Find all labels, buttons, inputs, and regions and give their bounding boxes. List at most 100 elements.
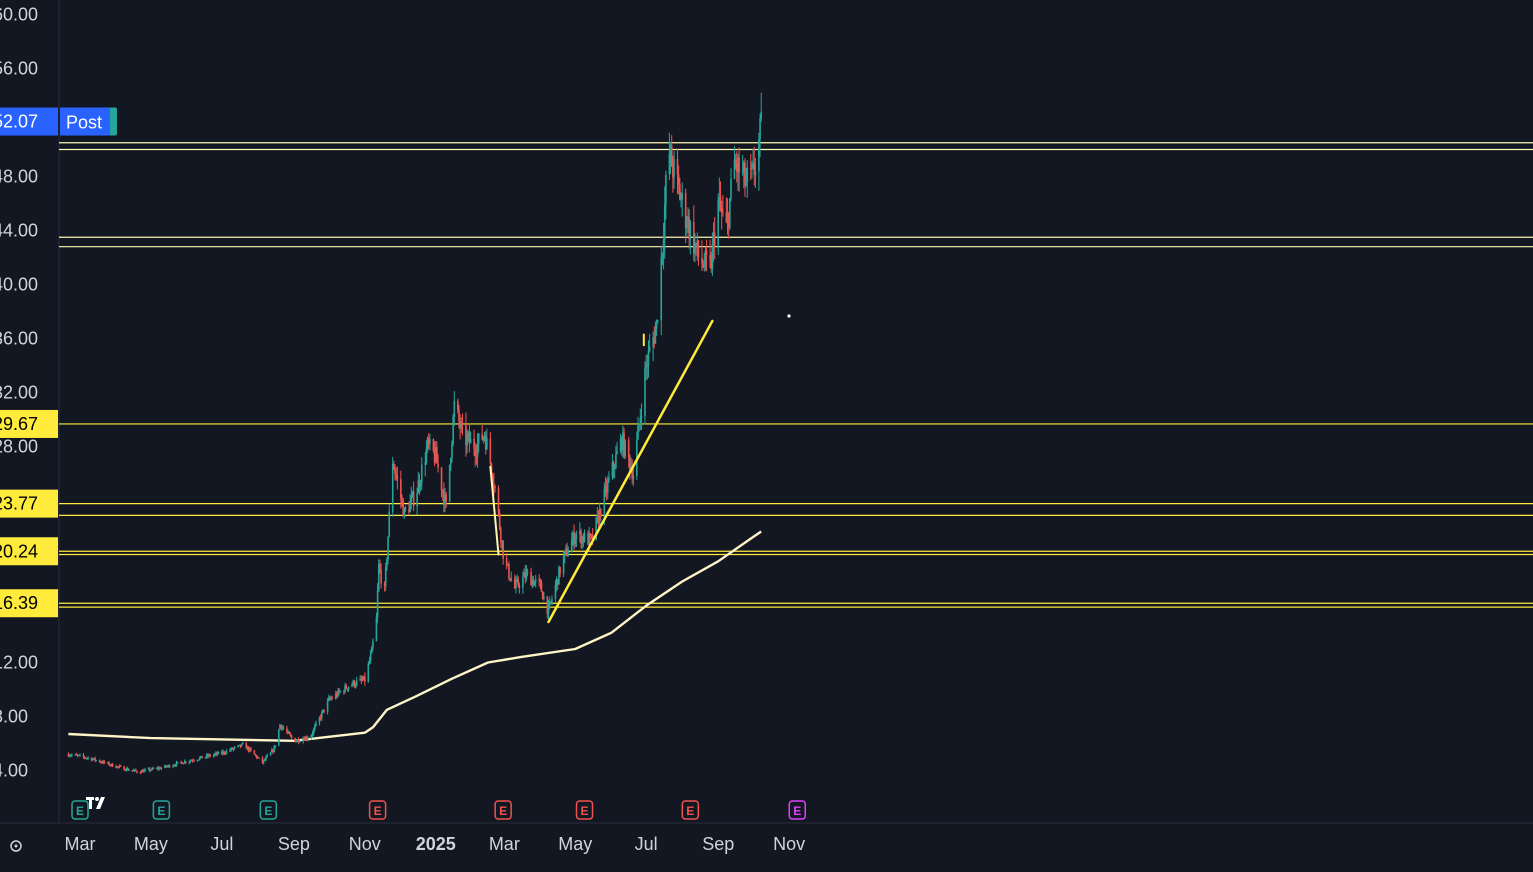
candle-body [729,198,731,228]
svg-text:E[interactable]: E [686,804,694,818]
candle-body [563,551,566,557]
earnings-icon[interactable]: E [494,800,512,820]
candle-body [583,532,586,542]
x-tick-label: 2025 [416,834,456,854]
earnings-icon[interactable]: E [788,800,807,820]
candle-body [613,467,616,469]
candle-body [339,691,342,693]
earnings-icon[interactable]: E [368,800,387,820]
candle-body [403,508,406,517]
candle-body [554,584,557,600]
candle-body [525,571,528,579]
earnings-icon[interactable]: E [681,800,700,820]
candle-body [632,476,635,480]
candle-body [238,744,241,746]
candle-body [746,168,749,182]
candle-body [745,181,747,186]
candle-body [380,569,382,584]
candle-body [653,337,656,344]
candle-body [326,700,329,712]
candle-body [310,735,313,739]
candle-body [693,222,695,254]
svg-text:E[interactable]: E [581,804,589,818]
candle-body [240,743,243,747]
candle-body [567,552,570,556]
earnings-icon[interactable]: E [575,800,594,820]
candle-body [75,754,78,756]
candle-body [207,754,209,757]
candle-body [410,495,413,502]
earnings-icon[interactable]: E [152,800,171,820]
candle-body [286,728,288,733]
candle-body [556,578,559,585]
svg-text:E[interactable]: E [76,804,84,818]
candle-body [140,770,143,773]
candle-body [493,483,495,487]
trend-line[interactable] [547,319,714,624]
candle-body [595,517,597,540]
svg-text:E[interactable]: E [499,804,507,818]
settings-icon[interactable] [4,834,28,858]
x-tick-label: Mar [489,834,520,854]
candle-body [201,755,203,759]
candle-body [329,697,331,700]
candle-body [361,680,364,682]
candle-body [86,757,88,759]
candle-body [526,571,529,573]
candle-body [459,421,461,429]
candle-body [684,193,687,228]
earnings-icon[interactable]: E [71,800,89,820]
candle-body [562,556,565,574]
candle-body [123,766,125,771]
svg-text:E[interactable]: E [374,804,382,818]
candle-body [221,751,223,754]
candle-body [318,717,321,723]
candle-body [548,601,551,606]
candle-body [386,559,388,568]
candle-body [261,757,264,763]
candle-body [355,680,358,686]
candle-body [139,772,142,774]
candle-body [432,439,435,451]
x-tick-label: Sep [278,834,310,854]
candle-body [751,163,753,169]
candle-body [670,145,673,167]
candle-body [703,266,706,268]
candle-body [532,579,535,586]
candle-body [603,489,606,517]
svg-text:E[interactable]: E [157,804,165,818]
trend-line[interactable] [489,465,500,556]
svg-text:E[interactable]: E [264,804,272,818]
candle-body [295,740,298,743]
candle-body [277,729,280,746]
candle-body [616,451,618,455]
candle-body [343,691,345,693]
candle-body [640,416,643,418]
candle-body [661,253,664,259]
candle-body [344,685,346,693]
candle-body [152,768,155,770]
candle-body [297,739,300,743]
candle-body [710,260,713,270]
candle-body [648,346,651,352]
candlesticks [67,92,763,775]
candle-body [702,263,704,267]
candle-body [419,482,422,488]
candle-body [605,485,608,493]
candle-body [477,433,480,444]
candle-body [289,733,292,736]
candle-body [668,153,671,175]
candle-body [645,364,647,369]
candle-body [402,500,404,517]
candle-body [509,577,511,581]
candle-body [436,447,438,464]
candle-body [232,748,235,750]
candle-body [433,450,436,463]
candle-body [200,755,202,758]
tradingview-logo-icon[interactable] [86,797,105,809]
svg-text:E[interactable]: E [793,804,801,818]
earnings-icon[interactable]: E [259,800,278,820]
candle-body [296,739,299,741]
candle-body [604,485,607,490]
